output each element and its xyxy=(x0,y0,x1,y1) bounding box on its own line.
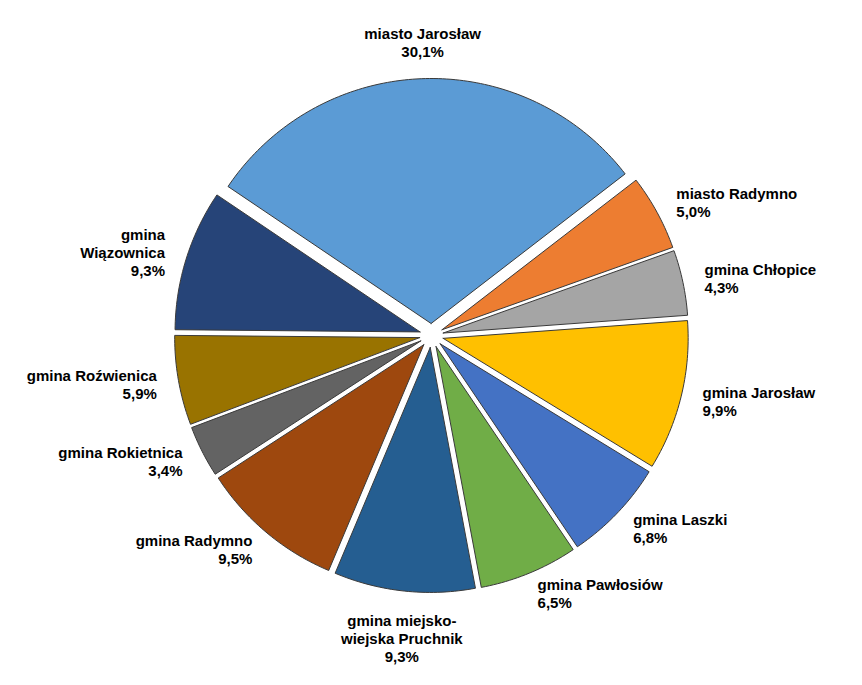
svg-text:gmina Laszki6,8%: gmina Laszki6,8% xyxy=(633,511,727,546)
svg-text:gminaWiązownica9,3%: gminaWiązownica9,3% xyxy=(80,226,166,279)
svg-text:gmina Roźwienica5,9%: gmina Roźwienica5,9% xyxy=(27,367,158,402)
svg-text:gmina Radymno9,5%: gmina Radymno9,5% xyxy=(136,532,253,567)
svg-text:gmina Jarosław9,9%: gmina Jarosław9,9% xyxy=(703,384,816,419)
svg-text:miasto Jarosław30,1%: miasto Jarosław30,1% xyxy=(364,25,481,60)
svg-text:gmina Pawłosiów6,5%: gmina Pawłosiów6,5% xyxy=(538,576,663,611)
svg-text:gmina Chłopice4,3%: gmina Chłopice4,3% xyxy=(705,261,817,296)
svg-text:gmina miejsko-wiejska Pruchnik: gmina miejsko-wiejska Pruchnik9,3% xyxy=(340,612,463,665)
svg-text:gmina Rokietnica3,4%: gmina Rokietnica3,4% xyxy=(58,444,183,479)
svg-text:miasto Radymno5,0%: miasto Radymno5,0% xyxy=(676,185,797,220)
